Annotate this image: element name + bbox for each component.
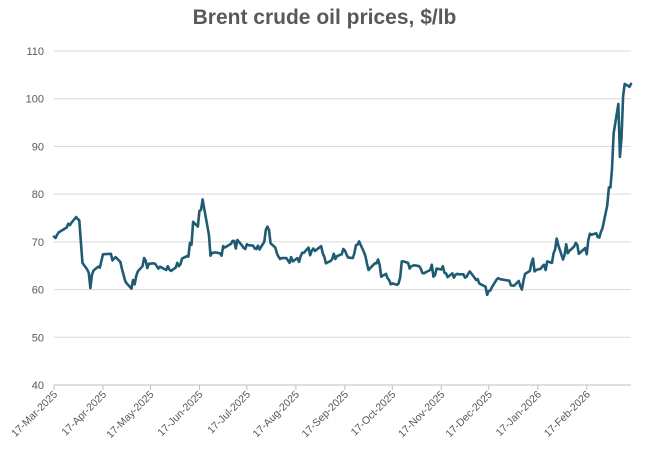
- y-tick-label: 70: [32, 237, 44, 249]
- x-tick-label: 17-Dec-2025: [443, 389, 495, 441]
- y-tick-label: 110: [26, 46, 44, 58]
- x-tick-label: 17-Jun-2025: [155, 389, 205, 439]
- y-tick-label: 60: [32, 285, 44, 297]
- y-tick-label: 100: [26, 94, 44, 106]
- x-tick-label: 17-Jan-2026: [494, 389, 544, 439]
- x-tick-label: 17-Sep-2025: [300, 389, 352, 441]
- y-tick-label: 90: [32, 141, 44, 153]
- y-tick-label: 50: [32, 332, 44, 344]
- chart-title: Brent crude oil prices, $/lb: [192, 6, 457, 29]
- x-tick-label: 17-Nov-2025: [396, 389, 448, 441]
- x-tick-label: 17-Mar-2025: [9, 389, 60, 440]
- x-tick-label: 17-Aug-2025: [251, 389, 303, 441]
- x-tick-label: 17-Apr-2025: [59, 389, 109, 439]
- x-tick-label: 17-Oct-2025: [349, 389, 399, 439]
- x-tick-label: 17-Feb-2026: [542, 389, 593, 440]
- y-tick-label: 40: [32, 380, 44, 392]
- x-tick-label: 17-Jul-2025: [205, 389, 253, 437]
- price-series-line: [52, 82, 633, 297]
- y-tick-label: 80: [32, 189, 44, 201]
- x-tick-label: 17-May-2025: [104, 389, 156, 441]
